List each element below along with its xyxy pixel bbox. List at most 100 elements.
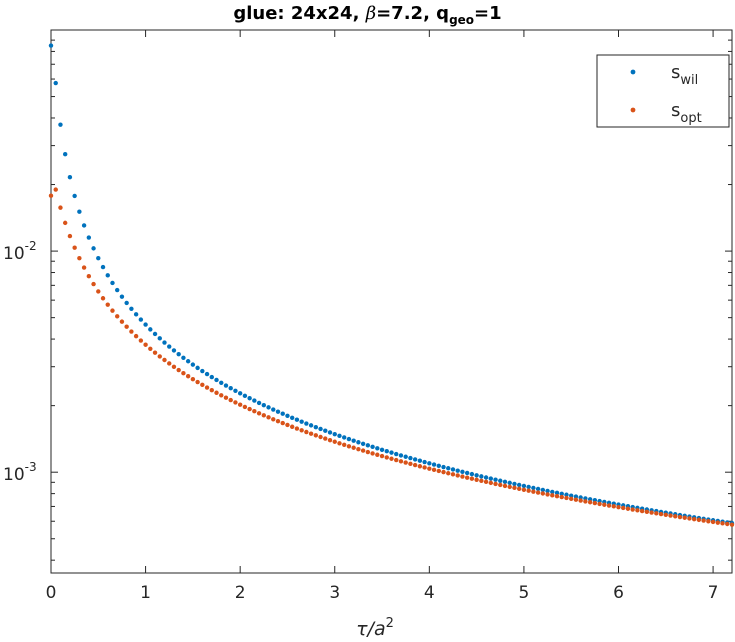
data-point-wil [403,454,408,459]
legend-items: swil sopt [630,62,702,126]
svg-text:τ/a2: τ/a2 [356,616,394,640]
data-point-opt [346,444,352,449]
chart-title: glue: 24x24, β=7.2, qgeo=1 [0,3,735,27]
data-point-wil [105,273,110,278]
data-point-opt [119,319,125,324]
data-point-opt [370,451,375,456]
data-point-opt [408,461,413,467]
data-point-wil [573,494,579,499]
data-point-wil [228,386,233,391]
data-point-opt [469,476,475,481]
y-tick-label: 10-3 [3,460,37,485]
data-point-opt [663,512,668,518]
data-point-opt [502,483,508,489]
x-tick-label: 7 [708,583,719,603]
data-point-opt [696,517,702,523]
data-point-wil [502,479,508,485]
y-tick-label: 10-2 [3,239,37,264]
data-point-wil [569,493,574,498]
data-point-wil [464,470,470,476]
x-tick-label: 5 [519,583,530,603]
data-point-wil [167,344,172,349]
data-point-wil [81,223,87,228]
data-point-opt [143,342,148,347]
data-point-opt [635,508,640,513]
data-point-wil [133,312,139,317]
data-point-opt [304,429,309,435]
data-point-wil [256,400,262,406]
data-point-wil [318,426,323,432]
data-point-wil [545,488,550,494]
data-point-wil [223,383,229,388]
data-point-wil [91,246,96,251]
x-tick-label: 4 [424,583,435,603]
data-point-wil [526,484,531,490]
data-point-wil [512,481,517,487]
data-point-wil [148,327,153,332]
data-point-opt [545,492,550,497]
data-point-wil [469,471,475,477]
data-point-opt [498,482,503,488]
data-point-opt [540,491,546,496]
data-point-wil [271,407,276,412]
data-point-opt [460,474,465,479]
data-point-wil [422,459,427,465]
data-point-wil [554,490,560,496]
data-point-opt [332,439,337,444]
data-point-wil [304,421,309,426]
data-point-opt [58,205,63,210]
data-point-wil [285,413,290,418]
x-axis-label: τ/a2 [356,616,394,640]
data-point-opt [630,507,635,512]
data-point-wil [242,393,248,399]
data-point-opt [691,516,697,522]
data-point-wil [493,477,498,482]
title-middle: =7.2, q [376,3,450,24]
x-tick-label: 6 [613,583,624,603]
data-point-wil [559,491,564,497]
data-point-wil [115,287,120,293]
data-point-wil [152,331,158,337]
data-point-opt [559,494,564,500]
data-point-opt [725,521,730,527]
data-point-opt [673,514,678,519]
data-point-wil [379,447,385,452]
data-point-opt [167,361,172,366]
data-point-opt [720,521,725,526]
data-point-opt [554,494,560,499]
data-point-opt [342,442,347,447]
data-point-wil [280,411,285,416]
data-point-wil [332,431,337,437]
data-point-opt [133,333,139,339]
x-tick-label: 2 [235,583,246,603]
ticks-group: 0 1 2 3 4 5 6 7 10-2 10-3 [3,30,732,603]
data-point-wil [446,466,451,471]
data-point-opt [77,255,82,261]
data-point-wil [289,415,295,420]
data-point-opt [280,420,285,426]
data-point-wil [578,495,583,500]
data-point-opt [602,502,607,507]
data-point-opt [706,519,711,524]
data-point-wil [521,483,527,489]
data-point-opt [564,495,569,501]
data-point-opt [441,469,446,475]
data-point-wil [53,80,58,86]
data-point-opt [464,475,470,480]
data-point-opt [100,296,106,301]
data-point-opt [488,480,494,486]
data-point-wil [531,485,536,491]
data-point-opt [644,509,650,515]
data-point-opt [606,503,612,508]
data-point-opt [649,510,654,515]
data-point-opt [583,499,588,504]
data-point-opt [587,500,593,505]
data-point-opt [294,426,300,431]
title-suffix: =1 [474,3,502,24]
data-point-opt [701,518,706,523]
data-point-wil [204,371,210,377]
data-point-opt [569,496,574,502]
data-point-opt [204,385,210,390]
data-point-opt [105,302,110,307]
